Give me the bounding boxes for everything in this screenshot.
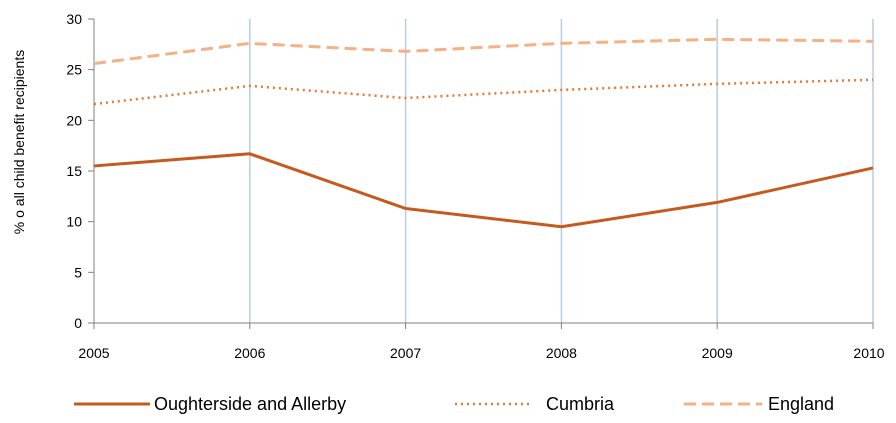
x-tick-label-2010: 2010 — [853, 345, 884, 361]
x-tick-label-2008: 2008 — [546, 345, 577, 361]
y-tick-label-25: 25 — [66, 62, 82, 78]
legend: Oughterside and Allerby Cumbria England — [74, 394, 834, 414]
x-tick-label-2006: 2006 — [234, 345, 265, 361]
y-tick-label-10: 10 — [66, 214, 82, 230]
y-tick-label-5: 5 — [74, 264, 82, 280]
y-tick-label-30: 30 — [66, 11, 82, 27]
tick-labels: 0 5 10 15 20 25 30 2005 2006 2007 2008 2009 2010 — [66, 11, 884, 361]
series-line-cumbria — [93, 78, 874, 106]
y-tick-label-15: 15 — [66, 163, 82, 179]
legend-label-oughterside-and-allerby: Oughterside and Allerby — [154, 394, 346, 414]
y-axis-title: % o all child benefit recipients — [11, 50, 27, 234]
y-tick-label-20: 20 — [66, 112, 82, 128]
series-line-england — [93, 37, 874, 66]
legend-label-cumbria: Cumbria — [546, 394, 615, 414]
x-tick-label-2007: 2007 — [390, 345, 421, 361]
series-line-oughterside-and-allerby — [93, 152, 874, 229]
legend-label-england: England — [768, 394, 834, 414]
y-tick-label-0: 0 — [74, 315, 82, 331]
x-tick-label-2009: 2009 — [702, 345, 733, 361]
series-lines — [93, 37, 874, 229]
gridlines — [249, 19, 874, 323]
x-tick-label-2005: 2005 — [78, 345, 109, 361]
axes — [88, 18, 874, 329]
